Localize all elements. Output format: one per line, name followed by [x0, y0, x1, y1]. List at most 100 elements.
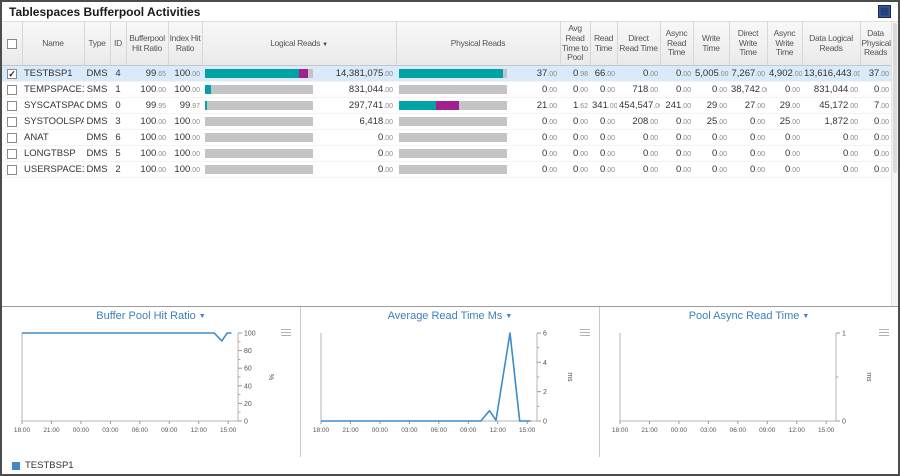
column-header-logical_reads[interactable]: Logical Reads ▼ — [202, 22, 397, 67]
column-header-checkbox[interactable] — [2, 22, 23, 67]
cell-data-physical-reads: 37.00 — [868, 68, 889, 80]
table-row-userspace1[interactable]: USERSPACE1 DMS 2 100.00 100.00 0.00 0.00 0.00 0.… — [2, 161, 891, 178]
chevron-down-icon: ▼ — [505, 313, 513, 320]
column-header-physical_reads[interactable]: Physical Reads — [396, 22, 561, 67]
cell-name: TEMPSPACE1 — [24, 84, 84, 96]
chart-menu-icon[interactable] — [281, 329, 291, 338]
cell-type: DMS — [86, 100, 108, 112]
cell-name: LONGTBSP — [24, 148, 76, 160]
svg-text:0: 0 — [244, 419, 248, 426]
cell-logical-reads: 0.00 — [202, 130, 396, 146]
cell-id: 0 — [115, 100, 121, 112]
table-row-syscatspace[interactable]: SYSCATSPACEDMS 0 99.95 99.97297,741.0021.00… — [2, 97, 891, 114]
chart-panel-pool-async-read-time: Pool Async Read Time ▼ 0 1 ms 18:00 21:00 00:0… — [600, 307, 898, 457]
cell-index-hit-ratio: 100.00 — [174, 68, 200, 80]
row-checkbox[interactable] — [7, 148, 17, 159]
cell-async-read-time: 0.00 — [675, 68, 691, 80]
cell-physical-reads: 0.00 — [396, 82, 560, 98]
column-header-async_write_time[interactable]: Async Write Time — [767, 22, 803, 67]
chart-title-dropdown[interactable]: Pool Async Read Time ▼ — [600, 310, 898, 326]
row-checkbox[interactable]: ✓ — [7, 68, 17, 79]
svg-text:15:00: 15:00 — [519, 427, 536, 434]
table-row-tempspace1[interactable]: TEMPSPACE1 SMS 1 100.00 100.00 831,044.00 0.00… — [2, 81, 891, 98]
column-header-read_time[interactable]: Read Time — [590, 22, 618, 67]
cell-name: USERSPACE1 — [24, 164, 84, 176]
column-header-write_time[interactable]: Write Time — [693, 22, 730, 67]
chart-menu-icon[interactable] — [879, 329, 889, 338]
cell-physical-reads: 21.00 — [396, 98, 560, 114]
cell-index-hit-ratio: 100.00 — [174, 132, 200, 144]
chart-title-dropdown[interactable]: Buffer Pool Hit Ratio ▼ — [2, 310, 300, 326]
table-row-systoolspace[interactable]: SYSTOOLSPACEDMS3100.00100.006,418.000.00… — [2, 113, 891, 130]
svg-text:03:00: 03:00 — [102, 427, 119, 434]
svg-text:40: 40 — [244, 383, 252, 390]
table-row-anat[interactable]: ANAT DMS 6 100.00 100.00 0.00 0.00 0.00 0.00 0.00… — [2, 129, 891, 146]
cell-id: 6 — [115, 132, 121, 144]
svg-text:21:00: 21:00 — [641, 427, 658, 434]
cell-type: DMS — [86, 116, 108, 128]
row-checkbox[interactable] — [7, 164, 17, 175]
column-header-direct_read_time[interactable]: Direct Read Time — [617, 22, 661, 67]
select-all-checkbox[interactable] — [6, 38, 17, 49]
column-header-data_physical_reads[interactable]: Data Physical Reads — [860, 22, 892, 67]
cell-physical-reads: 0.00 — [396, 114, 560, 130]
cell-avg-read-time-to-pool: 0.00 — [572, 84, 588, 96]
cell-select: ✓ — [2, 66, 22, 82]
cell-index-hit-ratio: 100.00 — [174, 116, 200, 128]
svg-text:80: 80 — [244, 348, 252, 355]
column-header-async_read_time[interactable]: Async Read Time — [660, 22, 694, 67]
column-header-direct_write_time[interactable]: Direct Write Time — [729, 22, 768, 67]
cell-async-write-time: 0.00 — [784, 164, 800, 176]
row-checkbox[interactable] — [7, 100, 17, 111]
cell-type: DMS — [86, 164, 108, 176]
column-header-data_logical_reads[interactable]: Data Logical Reads — [802, 22, 861, 67]
table-area: Name Type ID Bufferpool Hit Ratio Index Hit … — [2, 22, 898, 307]
cell-async-read-time: 0.00 — [675, 84, 691, 96]
row-checkbox[interactable] — [7, 132, 17, 143]
cell-read-time: 66.00 — [594, 68, 615, 80]
table-row-longtbsp[interactable]: LONGTBSP DMS 5 100.00 100.00 0.00 0.00 0.00 0.00… — [2, 145, 891, 162]
cell-bufferpool-hit-ratio: 100.00 — [140, 164, 166, 176]
cell-avg-read-time-to-pool: 0.00 — [572, 164, 588, 176]
cell-logical-reads: 297,741.00 — [202, 98, 396, 114]
cell-direct-write-time: 0.00 — [749, 148, 765, 160]
cell-bufferpool-hit-ratio: 100.00 — [140, 84, 166, 96]
cell-write-time: 25.00 — [706, 116, 727, 128]
cell-index-hit-ratio: 100.00 — [174, 84, 200, 96]
table-row-testbsp1[interactable]: ✓ TESTBSP1 DMS 4 99.65 100.00 14,381,075.00 37.… — [2, 65, 891, 82]
svg-text:6: 6 — [543, 331, 547, 338]
cell-logical-reads: 0.00 — [202, 146, 396, 162]
cell-data-physical-reads: 0.00 — [873, 84, 889, 96]
column-header-type[interactable]: Type — [84, 22, 111, 67]
value-bar — [205, 69, 313, 79]
cell-async-write-time: 0.00 — [784, 132, 800, 144]
chart-legend: TESTBSP1 — [2, 457, 898, 474]
cell-direct-write-time: 7,267.00 — [731, 68, 765, 80]
svg-text:2: 2 — [543, 389, 547, 396]
column-header-avg_read_time_to_pool[interactable]: Avg Read Time to Pool — [560, 22, 591, 67]
cell-index-hit-ratio: 100.00 — [174, 148, 200, 160]
cell-direct-read-time: 0.00 — [642, 132, 658, 144]
cell-logical-reads: 0.00 — [202, 162, 396, 178]
svg-text:00:00: 00:00 — [73, 427, 90, 434]
column-header-bufferpool_hit_ratio[interactable]: Bufferpool Hit Ratio — [126, 22, 169, 67]
table-scrollbar[interactable] — [891, 22, 898, 306]
scrollbar-thumb[interactable] — [893, 23, 897, 173]
panel-menu-icon[interactable] — [878, 5, 891, 18]
column-header-name[interactable]: Name — [22, 22, 85, 67]
svg-text:12:00: 12:00 — [789, 427, 806, 434]
value-bar — [399, 165, 507, 175]
sort-desc-icon: ▼ — [322, 41, 328, 48]
chart-title-dropdown[interactable]: Average Read Time Ms ▼ — [301, 310, 599, 326]
cell-read-time: 0.00 — [599, 148, 615, 160]
svg-text:12:00: 12:00 — [490, 427, 507, 434]
cell-type: DMS — [86, 68, 108, 80]
chart-menu-icon[interactable] — [580, 329, 590, 338]
cell-direct-write-time: 27.00 — [744, 100, 765, 112]
row-checkbox[interactable] — [7, 84, 17, 95]
column-header-id[interactable]: ID — [110, 22, 127, 67]
cell-data-logical-reads: 0.00 — [842, 148, 858, 160]
row-checkbox[interactable] — [7, 116, 17, 127]
column-header-index_hit_ratio[interactable]: Index Hit Ratio — [168, 22, 203, 67]
